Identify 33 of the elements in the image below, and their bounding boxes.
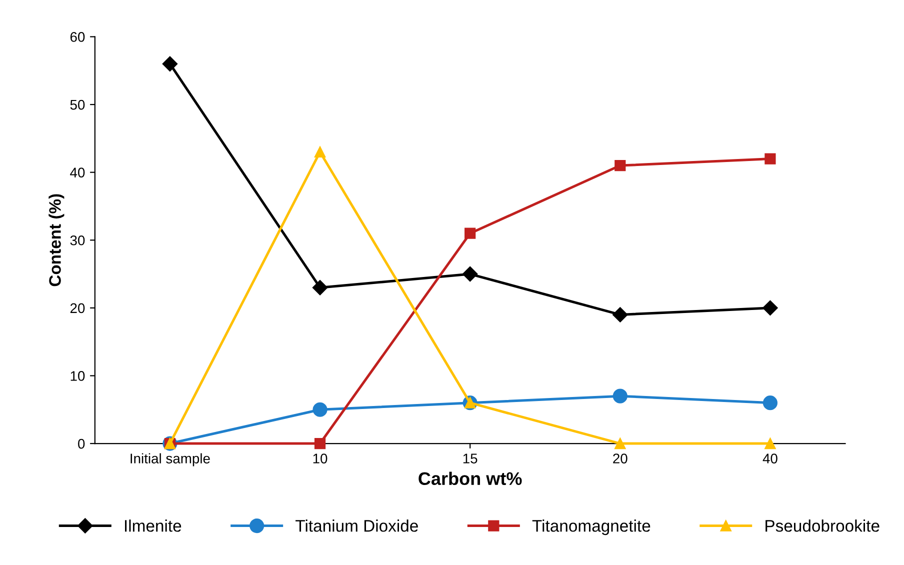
x-tick-label: 15	[463, 454, 478, 464]
y-tick-label: 60	[70, 32, 85, 42]
y-tick-label: 30	[70, 235, 85, 246]
y-tick-label: 20	[70, 303, 85, 314]
point	[612, 307, 628, 322]
y-tick-label: 10	[70, 371, 85, 381]
x-tick-label: 10	[313, 454, 328, 464]
point	[764, 153, 776, 164]
y-tick-label: 50	[70, 100, 85, 110]
point	[314, 438, 326, 450]
point	[312, 280, 328, 296]
point	[312, 402, 328, 417]
x-tick-label: 40	[762, 454, 778, 464]
point	[614, 438, 626, 450]
point	[762, 300, 778, 316]
legend-label: Ilmenite	[125, 520, 182, 532]
legend-label: Pseudobrookite	[766, 520, 880, 532]
point	[612, 388, 628, 404]
point	[614, 160, 626, 172]
point	[462, 266, 478, 282]
x-axis-title: Carbon wt%	[418, 472, 522, 486]
point	[762, 396, 778, 410]
point	[314, 146, 326, 158]
y-tick-label: 40	[70, 168, 85, 178]
x-tick-label: Initial sample	[130, 453, 210, 466]
y-axis-title: Content (%)	[48, 194, 64, 286]
point	[764, 438, 776, 450]
legend-label: Titanium Dioxide	[296, 520, 418, 532]
point	[464, 228, 476, 239]
x-tick-label: 20	[613, 454, 628, 464]
y-tick-label: 0	[78, 438, 85, 449]
point	[162, 56, 178, 72]
legend-label: Titanomagnetite	[532, 520, 650, 536]
